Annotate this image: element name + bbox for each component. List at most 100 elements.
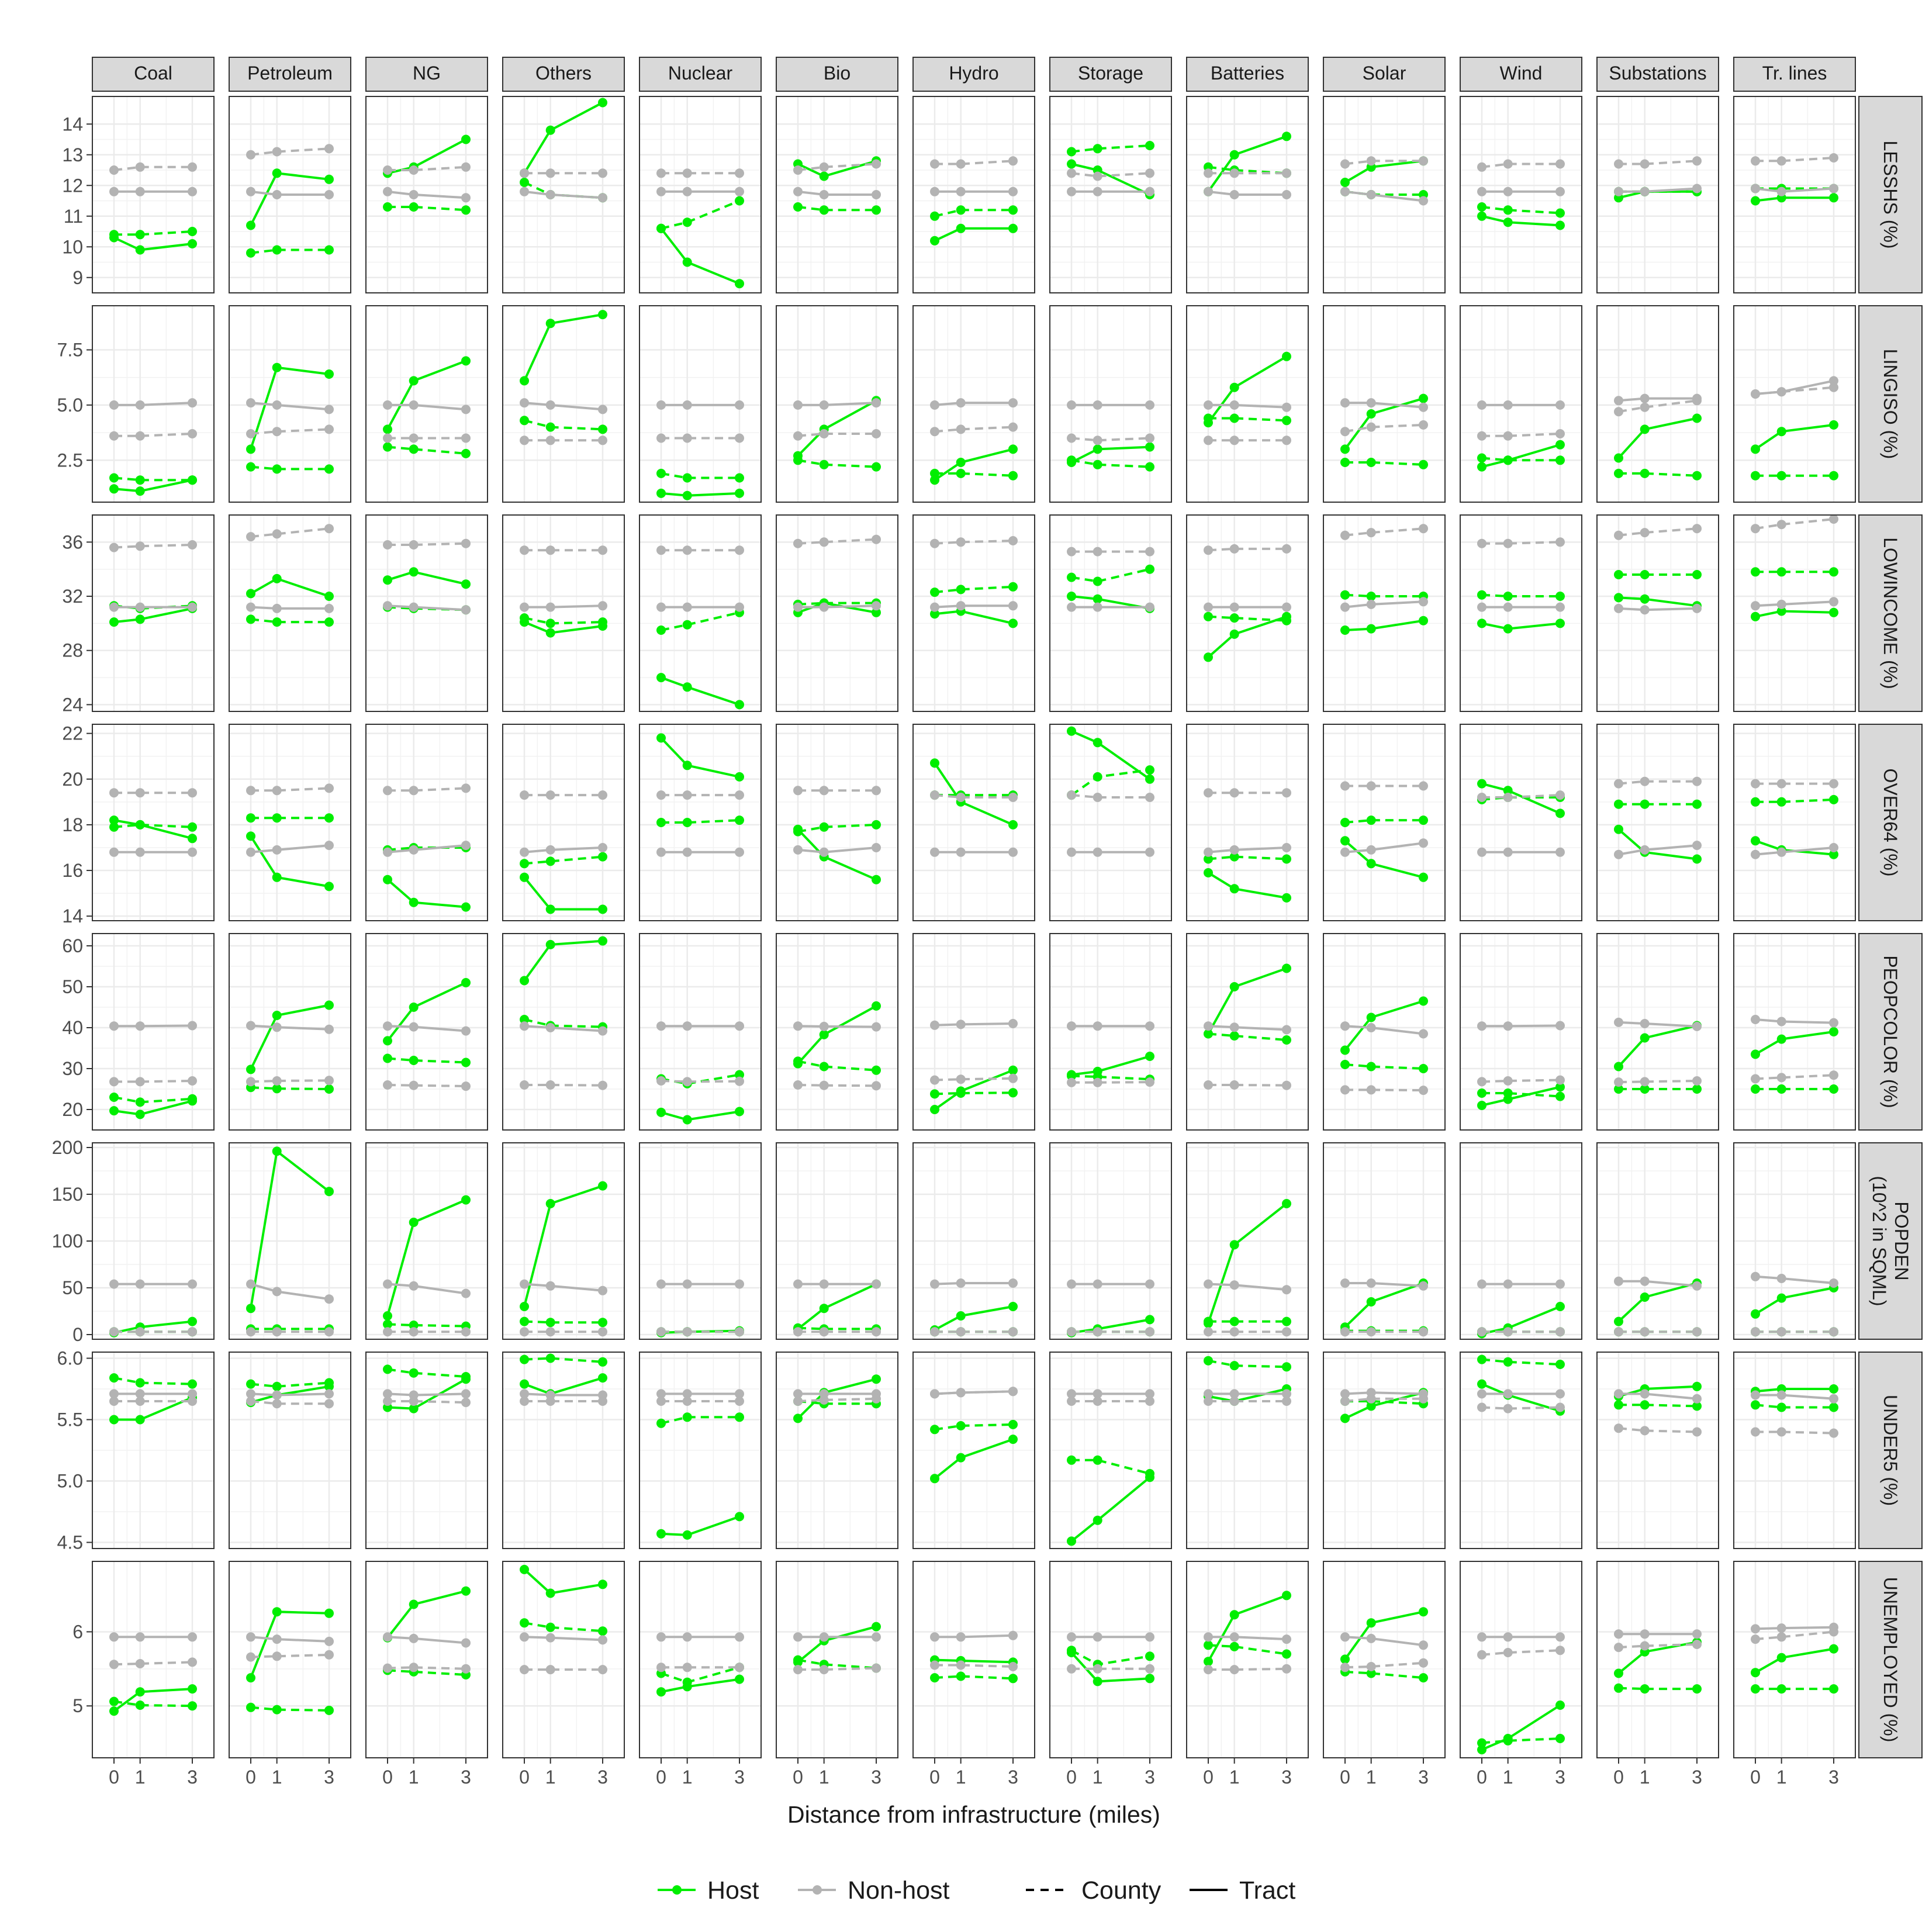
data-point — [819, 400, 829, 410]
data-point — [1229, 436, 1239, 445]
panel-border — [1460, 724, 1582, 921]
data-point — [1282, 1285, 1291, 1295]
series-host-county — [656, 196, 744, 233]
data-point — [656, 602, 666, 612]
series-nonhost-county — [109, 788, 197, 798]
panel-background — [1734, 1561, 1855, 1758]
data-point — [682, 186, 692, 196]
series-host-county — [383, 442, 471, 458]
data-point — [930, 1327, 939, 1337]
data-point — [1555, 1734, 1565, 1743]
data-point — [1829, 597, 1838, 607]
data-point — [930, 1389, 939, 1399]
row-strip: POPDEN(10^2 in SQML) — [1858, 1142, 1923, 1340]
series-nonhost-tract — [246, 602, 334, 613]
facet-panel — [229, 1561, 351, 1758]
series-nonhost-tract — [1340, 838, 1428, 857]
data-point — [409, 540, 419, 549]
facet-panel — [1186, 1142, 1309, 1340]
series-nonhost-county — [383, 1397, 471, 1408]
series-host-tract — [656, 1107, 744, 1125]
series-line — [935, 1664, 1014, 1668]
series-line — [250, 248, 329, 254]
panel-border — [1596, 96, 1719, 293]
data-point — [1145, 1315, 1154, 1325]
panel-border — [1323, 305, 1446, 503]
data-point — [383, 186, 392, 196]
data-point — [188, 540, 197, 549]
panel-background — [1050, 934, 1171, 1130]
panel-border — [1049, 724, 1172, 921]
panel-border — [1596, 1142, 1719, 1340]
series-line — [1344, 160, 1423, 165]
data-point — [1829, 1684, 1838, 1694]
series-nonhost-county — [1340, 1085, 1428, 1095]
series-nonhost-tract — [1067, 1632, 1154, 1642]
data-point — [1503, 1021, 1513, 1031]
data-point — [1229, 1632, 1239, 1642]
data-point — [383, 1397, 392, 1406]
data-point — [1282, 436, 1291, 445]
series-host-county — [1204, 611, 1291, 625]
series-line — [1482, 1024, 1561, 1028]
data-point — [819, 1665, 829, 1675]
series-host-county — [520, 613, 607, 628]
series-nonhost-tract — [793, 1021, 881, 1032]
series-line — [935, 472, 1014, 477]
data-point — [461, 162, 471, 172]
panel-border — [1186, 1352, 1309, 1549]
data-point — [1340, 398, 1350, 408]
data-point — [1282, 1327, 1291, 1337]
series-host-tract — [383, 356, 471, 434]
data-point — [1692, 413, 1702, 423]
y-tick-label: 14 — [62, 905, 83, 927]
series-line — [1619, 1404, 1698, 1408]
series-line — [250, 527, 330, 538]
data-point — [1067, 1455, 1076, 1465]
data-point — [520, 1665, 529, 1675]
data-point — [188, 1379, 197, 1389]
data-point — [1282, 1397, 1291, 1406]
data-point — [598, 193, 607, 203]
series-line — [1071, 794, 1150, 799]
data-point — [1204, 1397, 1213, 1406]
x-tick-label: 1 — [819, 1767, 829, 1788]
facet-panel — [92, 933, 215, 1131]
series-line — [113, 544, 193, 549]
facet-panel — [1460, 724, 1582, 921]
data-point — [1477, 538, 1486, 548]
data-point — [1366, 1012, 1376, 1022]
facet-panel — [1049, 1142, 1172, 1340]
series-nonhost-tract — [1614, 841, 1702, 859]
series-host-tract — [520, 310, 607, 386]
series-line — [1208, 1032, 1287, 1041]
data-point — [461, 1195, 471, 1205]
data-point — [1751, 797, 1760, 807]
panel-border — [912, 1561, 1035, 1758]
facet-panel — [92, 514, 215, 712]
series-host-tract — [246, 573, 334, 601]
facet-panel — [1049, 1352, 1172, 1549]
data-point — [1503, 186, 1513, 196]
data-point — [188, 1657, 197, 1667]
data-point — [1204, 788, 1213, 798]
data-point — [1366, 528, 1376, 538]
data-point — [956, 1660, 966, 1670]
series-nonhost-county — [1204, 1080, 1291, 1090]
data-point — [872, 1394, 881, 1404]
data-point — [520, 1015, 529, 1024]
data-point — [246, 589, 255, 599]
data-point — [109, 1327, 119, 1337]
data-point — [682, 1530, 692, 1540]
data-point — [324, 813, 334, 823]
series-nonhost-county — [1340, 420, 1428, 437]
data-point — [1477, 618, 1486, 628]
series-host-tract — [930, 444, 1018, 485]
series-nonhost-county — [246, 424, 334, 438]
panel-border — [1596, 514, 1719, 712]
series-line — [1618, 1427, 1698, 1433]
data-point — [793, 186, 803, 196]
data-point — [1067, 1664, 1076, 1674]
data-point — [1692, 603, 1702, 613]
data-point — [872, 1279, 881, 1289]
